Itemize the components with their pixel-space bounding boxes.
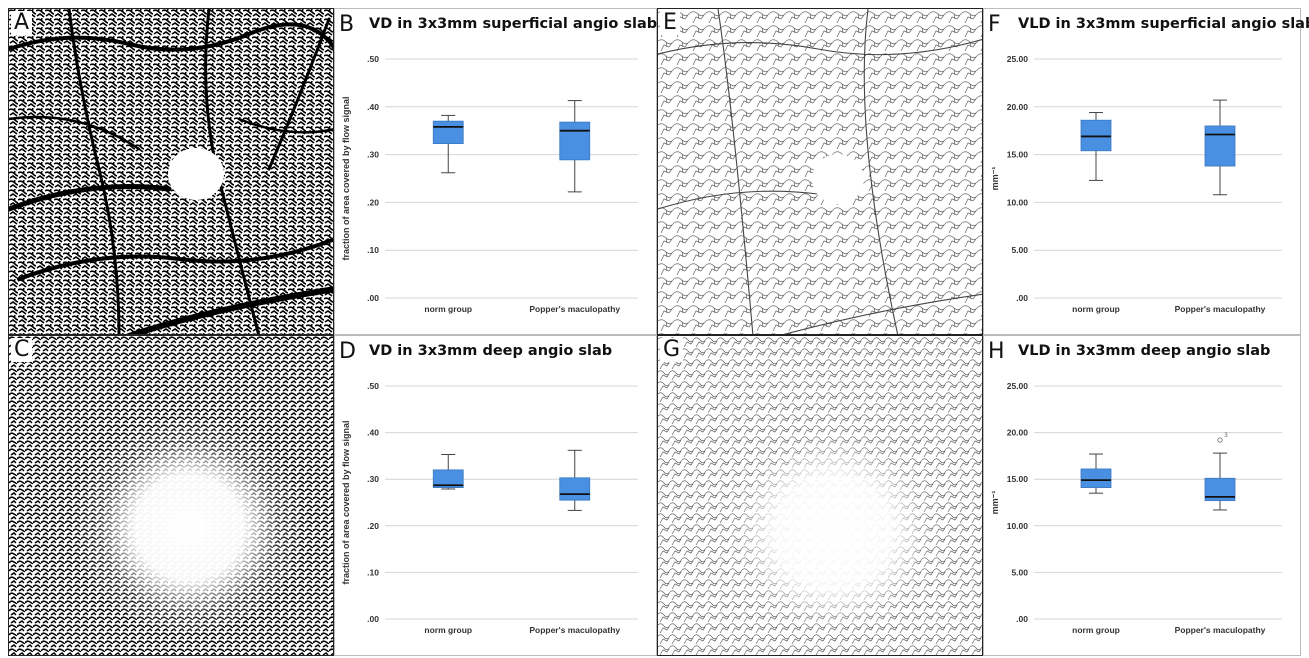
box-iqr [559, 121, 591, 161]
category-label: norm group [1072, 304, 1120, 314]
vessel-map-superficial-binarized [9, 9, 333, 334]
y-axis-label: mm⁻¹ [990, 167, 1000, 191]
y-tick-label: 5.00 [1011, 567, 1028, 577]
y-tick-label: 25.00 [1007, 54, 1029, 64]
category-label: Popper's maculopathy [529, 304, 620, 314]
y-tick-label: .30 [367, 474, 379, 484]
y-axis-label: mm⁻¹ [990, 491, 1000, 515]
box-iqr [1080, 468, 1112, 488]
y-tick-label: .30 [367, 150, 379, 160]
panel-letter: F [988, 12, 1001, 37]
panel-letter: E [660, 11, 680, 35]
chart-title: VLD in 3x3mm deep angio slab [1018, 343, 1271, 359]
panel-h-boxplot: H VLD in 3x3mm deep angio slab .00 5.00 10… [983, 335, 1301, 656]
y-tick-label: 15.00 [1007, 474, 1029, 484]
box-iqr [1080, 119, 1112, 152]
vessel-map-deep-binarized [9, 336, 333, 655]
y-tick-label: 15.00 [1007, 150, 1029, 160]
boxplot-svg: .00 .10 .20 .30 .40 .50 fraction of area cover… [341, 381, 638, 635]
y-tick-label: .20 [367, 197, 379, 207]
category-label: Popper's maculopathy [1175, 304, 1266, 314]
panel-letter: B [339, 12, 355, 37]
box-iqr [559, 477, 591, 501]
boxplot-svg: .00 .10 .20 .30 .40 .50 fraction of area cover… [341, 54, 638, 314]
panel-letter: C [11, 338, 33, 362]
y-tick-label: .20 [367, 521, 379, 531]
y-tick-label: 5.00 [1011, 245, 1028, 255]
y-tick-label: 20.00 [1007, 102, 1029, 112]
foveal-avascular-zone [168, 148, 224, 200]
category-label: norm group [1072, 625, 1120, 635]
boxplot-svg: .00 5.00 10.00 15.00 20.00 25.00 mm⁻¹ norm grou… [990, 54, 1282, 314]
vessel-map-superficial-skeleton [658, 9, 982, 334]
vessel-map-deep-skeleton [658, 336, 982, 655]
panel-d-boxplot: D VD in 3x3mm deep angio slab .00 .10 .20.… [334, 335, 657, 656]
panel-g-skeletonized-map: G [657, 335, 983, 656]
category-label: Popper's maculopathy [1175, 625, 1266, 635]
panel-e-skeletonized-map: E [657, 8, 983, 335]
box-iqr [432, 120, 464, 145]
panel-b-boxplot: B VD in 3x3mm superficial angio slab .00… [334, 8, 657, 335]
panel-letter: A [11, 11, 33, 35]
chart-title: VD in 3x3mm deep angio slab [369, 343, 613, 359]
category-label: norm group [424, 625, 472, 635]
panel-letter: G [660, 338, 684, 362]
box-iqr [432, 469, 464, 488]
box-iqr [1204, 125, 1236, 167]
panel-letter: H [988, 339, 1005, 364]
outlier-label: 3 [1224, 432, 1228, 439]
y-axis-label: fraction of area covered by flow signal [341, 420, 351, 584]
boxplot-svg: .00 5.00 10.00 15.00 20.00 25.00 mm⁻¹ norm grou… [990, 381, 1282, 635]
y-tick-label: .40 [367, 428, 379, 438]
panel-a-oct-angiogram: A [8, 8, 334, 335]
y-tick-label: .10 [367, 245, 379, 255]
y-tick-label: 25.00 [1007, 381, 1029, 391]
box-iqr [1204, 477, 1236, 502]
y-tick-label: 20.00 [1007, 428, 1029, 438]
y-tick-label: .00 [1016, 614, 1028, 624]
y-tick-label: .00 [1016, 293, 1028, 303]
y-axis-label: fraction of area covered by flow signal [341, 96, 351, 260]
y-tick-label: 10.00 [1007, 197, 1029, 207]
panel-letter: D [339, 339, 356, 364]
y-tick-label: .50 [367, 381, 379, 391]
y-tick-label: .40 [367, 102, 379, 112]
panel-f-boxplot: F VLD in 3x3mm superficial angio slab .0… [983, 8, 1309, 335]
chart-title: VLD in 3x3mm superficial angio slab [1018, 16, 1309, 32]
y-tick-label: .50 [367, 54, 379, 64]
y-tick-label: .00 [367, 614, 379, 624]
category-label: norm group [424, 304, 472, 314]
chart-title: VD in 3x3mm superficial angio slab [369, 16, 658, 32]
panel-c-oct-angiogram: C [8, 335, 334, 656]
y-tick-label: 10.00 [1007, 521, 1029, 531]
outlier-point [1217, 437, 1223, 443]
foveal-avascular-zone [812, 154, 864, 204]
y-tick-label: .10 [367, 567, 379, 577]
category-label: Popper's maculopathy [529, 625, 620, 635]
y-tick-label: .00 [367, 293, 379, 303]
